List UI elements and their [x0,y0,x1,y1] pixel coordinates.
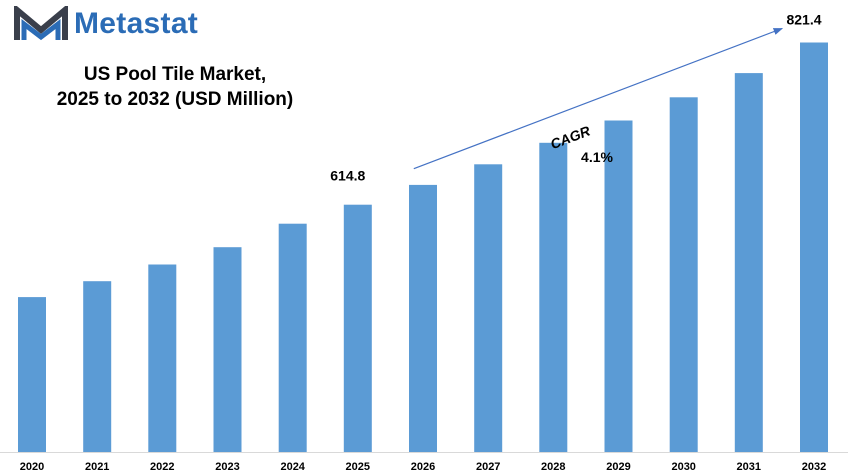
x-tick-label-2032: 2032 [802,461,826,473]
x-tick-label-2023: 2023 [215,461,239,473]
x-tick-label-2026: 2026 [411,461,435,473]
bar-2024 [278,223,307,452]
chart-title-line-1: US Pool Tile Market, [83,64,267,85]
bar-2025 [343,204,372,452]
x-tick-label-2025: 2025 [346,461,370,473]
bar-2031 [734,73,763,452]
x-tick-label-2031: 2031 [737,461,761,473]
chart-title: US Pool Tile Market, 2025 to 2032 (USD M… [20,62,330,112]
bar-2027 [474,164,503,453]
bar-2020 [18,297,46,452]
bar-2029 [604,120,633,452]
x-tick-label-2029: 2029 [606,461,630,473]
x-tick-label-2021: 2021 [85,461,109,473]
x-tick-label-2024: 2024 [280,461,305,473]
x-tick-label-2027: 2027 [476,461,500,473]
data-label-2025: 614.8 [330,168,365,184]
bar-2023 [213,247,242,452]
metastat-m-logo-icon [14,6,68,41]
bar-2026 [409,184,437,452]
x-tick-label-2028: 2028 [541,461,565,473]
data-label-2032: 821.4 [786,12,821,28]
bar-2032 [800,42,828,452]
cagr-arrow [413,27,784,170]
bar-2030 [669,97,698,453]
x-tick-label-2022: 2022 [150,461,174,473]
chart-title-line-2: 2025 to 2032 (USD Million) [56,89,294,110]
bar-2028 [539,142,568,453]
brand-name: Metastat [74,7,199,40]
x-tick-label-2020: 2020 [20,461,44,473]
brand-logo: Metastat [14,4,198,44]
bar-2021 [83,281,112,452]
cagr-label: CAGR [548,122,593,152]
cagr-value: 4.1% [581,149,613,165]
x-tick-label-2030: 2030 [671,461,695,473]
bar-2022 [148,264,177,452]
